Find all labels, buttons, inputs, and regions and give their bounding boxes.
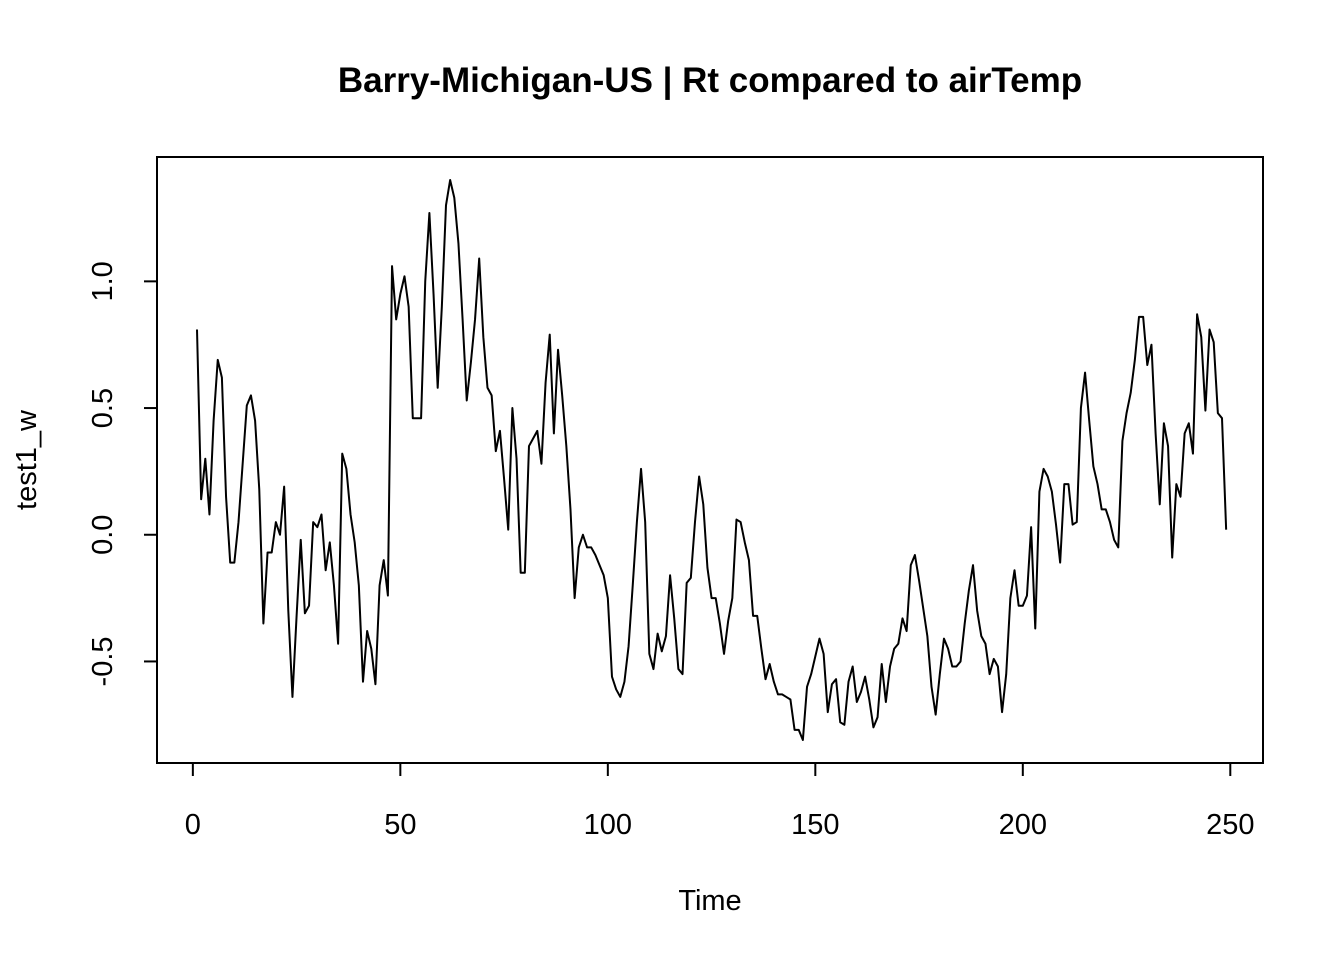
- x-tick-label: 200: [999, 809, 1047, 841]
- y-tick-label: -0.5: [87, 636, 119, 686]
- x-tick-label: 0: [185, 809, 201, 841]
- x-tick-label: 50: [384, 809, 416, 841]
- x-tick-label: 150: [791, 809, 839, 841]
- y-axis: -0.5 0.0 0.5 1.0: [87, 261, 158, 686]
- y-tick-label: 1.0: [87, 261, 119, 301]
- plot-frame: [156, 156, 1264, 764]
- y-tick-label: 0.0: [87, 515, 119, 555]
- y-tick-label: 0.5: [87, 388, 119, 428]
- chart-title: Barry-Michigan-US | Rt compared to airTe…: [338, 61, 1082, 100]
- x-tick-label: 250: [1206, 809, 1254, 841]
- series-line: [196, 179, 1228, 741]
- x-axis-label: Time: [678, 885, 741, 917]
- y-axis-label: test1_w: [11, 409, 43, 510]
- x-axis: 0 50 100 150 200 250: [185, 762, 1254, 841]
- x-tick-label: 100: [584, 809, 632, 841]
